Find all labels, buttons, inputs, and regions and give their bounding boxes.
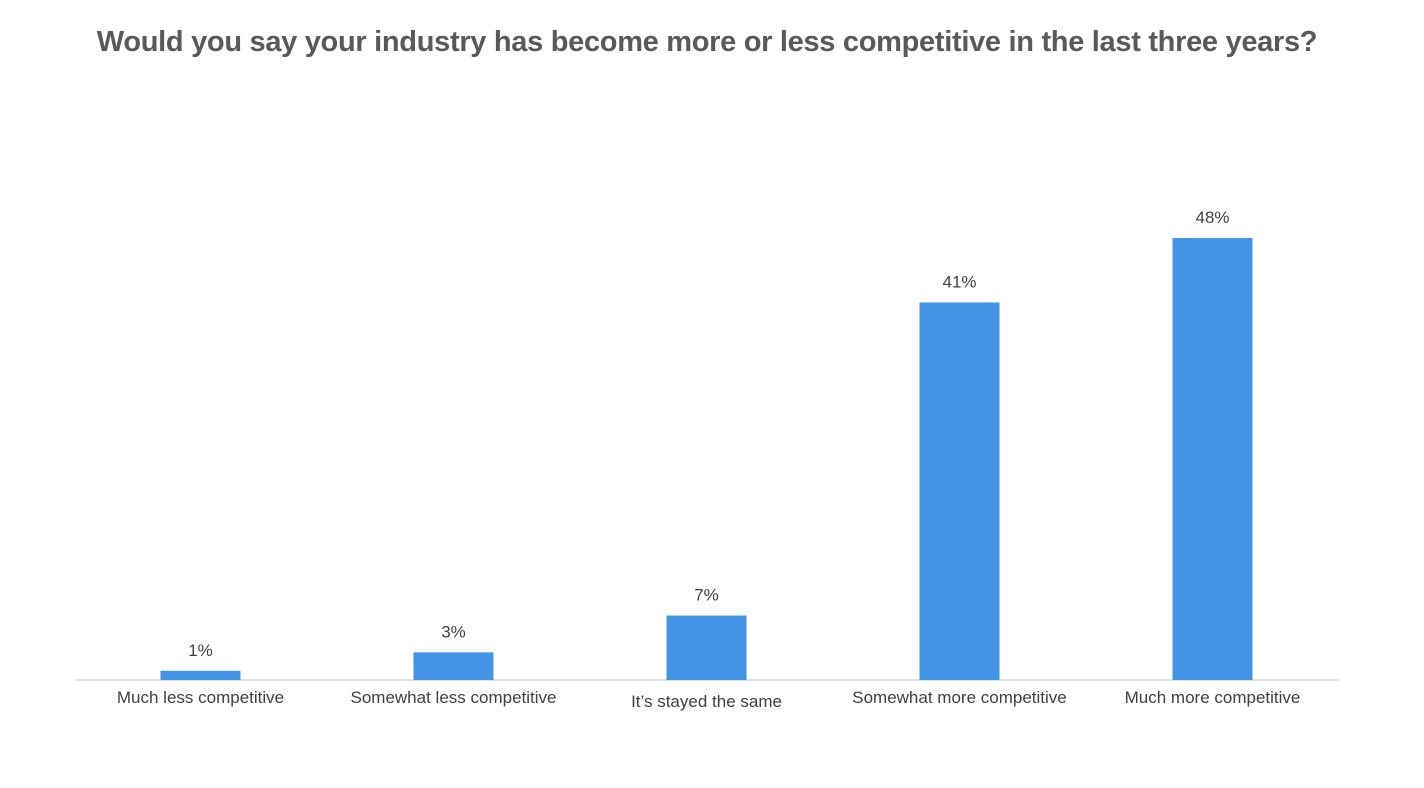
data-label: 1% xyxy=(188,641,213,660)
data-label: 48% xyxy=(1195,208,1229,227)
bar xyxy=(160,670,241,680)
bar xyxy=(919,302,1000,680)
data-label: 7% xyxy=(694,586,719,605)
category-label: Much more competitive xyxy=(1125,688,1301,707)
data-label: 3% xyxy=(441,622,466,641)
category-label: It’s stayed the same xyxy=(631,692,782,711)
chart-title: Would you say your industry has become m… xyxy=(96,26,1318,58)
category-label: Somewhat less competitive xyxy=(351,688,557,707)
bar xyxy=(413,652,494,680)
bar xyxy=(666,615,747,680)
category-label: Somewhat more competitive xyxy=(852,688,1066,707)
data-label: 41% xyxy=(942,272,976,291)
bar xyxy=(1172,238,1253,680)
category-label: Much less competitive xyxy=(117,688,284,707)
